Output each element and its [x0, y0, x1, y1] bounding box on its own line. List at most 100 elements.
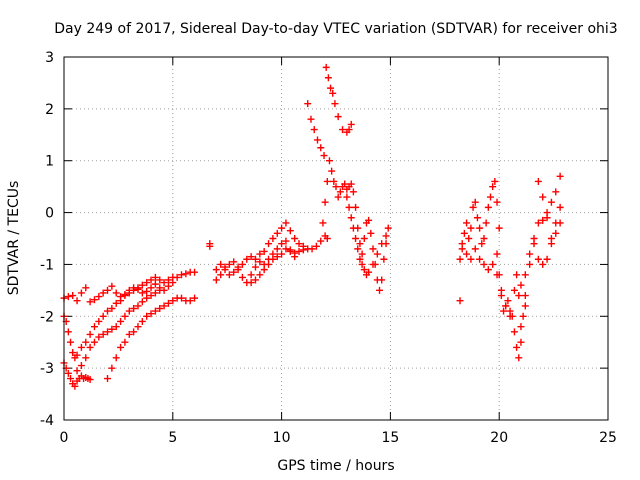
data-point: [147, 276, 155, 284]
grid-lines: [64, 57, 608, 420]
data-point: [493, 250, 501, 258]
data-point: [552, 219, 560, 227]
data-point: [295, 247, 303, 255]
data-point: [358, 260, 366, 268]
data-point: [320, 152, 328, 160]
data-point: [543, 214, 551, 222]
data-point: [339, 126, 347, 134]
data-point: [67, 338, 75, 346]
data-point: [256, 250, 264, 258]
data-point: [517, 323, 525, 331]
data-point: [347, 180, 355, 188]
data-point: [360, 266, 368, 274]
data-point: [169, 297, 177, 305]
data-point: [380, 255, 388, 263]
data-point: [99, 289, 107, 297]
data-point: [69, 292, 77, 300]
data-point: [325, 157, 333, 165]
data-point: [90, 296, 98, 304]
data-point: [82, 354, 90, 362]
data-point: [321, 198, 329, 206]
data-point: [384, 224, 392, 232]
data-point: [178, 294, 186, 302]
data-point: [164, 299, 172, 307]
data-point: [182, 270, 190, 278]
data-point: [90, 338, 98, 346]
data-point: [312, 242, 320, 250]
series-isolated: [206, 240, 464, 305]
data-point: [463, 250, 471, 258]
data-point: [356, 255, 364, 263]
data-point: [160, 279, 168, 287]
series-track-e: [104, 294, 199, 383]
data-point: [517, 281, 525, 289]
data-point: [147, 310, 155, 318]
data-point: [73, 367, 81, 375]
data-point: [130, 328, 138, 336]
data-point: [156, 286, 164, 294]
data-point: [225, 260, 233, 268]
data-point: [502, 302, 510, 310]
data-point: [77, 343, 85, 351]
data-point: [323, 177, 331, 185]
data-point: [323, 235, 331, 242]
data-point: [164, 276, 172, 284]
series-track-p: [521, 172, 564, 300]
y-tick-label: 0: [45, 206, 54, 222]
data-point: [104, 307, 112, 315]
y-tick-label: 3: [45, 50, 54, 66]
data-point: [493, 198, 501, 206]
data-point: [463, 219, 471, 227]
data-point: [71, 382, 79, 390]
data-point: [225, 271, 233, 279]
data-point: [82, 284, 90, 292]
data-point: [99, 312, 107, 320]
data-point: [539, 260, 547, 268]
data-point: [73, 297, 81, 305]
series-track-d: [73, 286, 164, 375]
data-points: [60, 63, 564, 390]
data-point: [330, 177, 338, 185]
data-point: [349, 224, 357, 232]
series-track-m: [458, 245, 525, 362]
data-point: [151, 273, 159, 281]
data-point: [467, 224, 475, 232]
data-point: [90, 323, 98, 331]
data-point: [221, 266, 229, 274]
series-track-i: [304, 63, 355, 160]
data-point: [517, 338, 525, 346]
data-point: [247, 271, 255, 279]
y-axis-ticks: -4 -3 -2 -1 0 1 2 3: [40, 50, 608, 429]
data-point: [347, 120, 355, 128]
data-point: [186, 297, 194, 305]
y-tick-label: 2: [45, 102, 54, 118]
data-point: [473, 214, 481, 222]
data-point: [286, 246, 294, 254]
data-point: [478, 240, 486, 248]
data-point: [77, 289, 85, 297]
data-point: [480, 235, 488, 242]
data-point: [526, 250, 534, 258]
x-tick-label: 10: [273, 430, 291, 446]
data-point: [112, 354, 120, 362]
data-point: [334, 193, 342, 201]
data-point: [206, 240, 214, 248]
data-point: [247, 279, 255, 287]
data-point: [151, 289, 159, 297]
data-point: [134, 302, 142, 310]
data-point: [212, 276, 220, 284]
data-point: [217, 271, 225, 279]
data-point: [143, 279, 151, 287]
data-point: [117, 343, 125, 351]
data-point: [327, 84, 335, 92]
data-point: [108, 282, 116, 290]
data-point: [269, 235, 277, 242]
data-point: [345, 203, 353, 211]
data-point: [510, 286, 518, 294]
data-point: [230, 268, 238, 276]
data-point: [95, 317, 103, 325]
data-point: [82, 338, 90, 346]
data-point: [95, 293, 103, 301]
data-point: [500, 307, 508, 315]
